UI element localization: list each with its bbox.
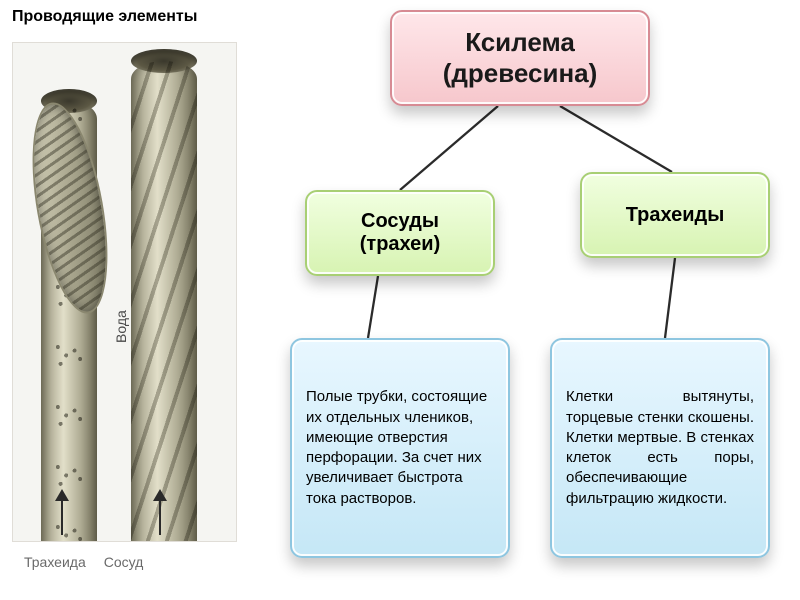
section-title: Проводящие элементы bbox=[12, 8, 197, 26]
flow-arrow-right-icon bbox=[153, 483, 167, 535]
node-tracheids-label: Трахеиды bbox=[596, 204, 754, 227]
flow-arrow-left-icon bbox=[55, 483, 69, 535]
node-vessels: Сосуды (трахеи) bbox=[305, 190, 495, 276]
desc-vessels: Полые трубки, состоящие их отдельных чле… bbox=[290, 338, 510, 558]
xylem-illustration: Вода bbox=[12, 42, 237, 542]
tracheid-cutaway bbox=[21, 99, 119, 317]
caption-vessel: Сосуд bbox=[104, 554, 144, 570]
node-root-label: Ксилема (древесина) bbox=[406, 27, 634, 89]
desc-tracheids: Клетки вытянуты, торцевые стенки скошены… bbox=[550, 338, 770, 558]
node-tracheids: Трахеиды bbox=[580, 172, 770, 258]
edge-root-c2 bbox=[560, 106, 672, 172]
stage: Проводящие элементы Вода Трахеида Сосуд … bbox=[0, 0, 800, 600]
edge-root-c1 bbox=[400, 106, 498, 190]
vessel-tube bbox=[131, 61, 197, 542]
desc-tracheids-text: Клетки вытянуты, торцевые стенки скошены… bbox=[566, 387, 754, 509]
illustration-captions: Трахеида Сосуд bbox=[12, 554, 237, 570]
edge-c1-d1 bbox=[368, 276, 378, 338]
node-root: Ксилема (древесина) bbox=[390, 10, 650, 106]
node-vessels-label: Сосуды (трахеи) bbox=[321, 210, 479, 256]
water-label: Вода bbox=[113, 310, 129, 343]
desc-vessels-text: Полые трубки, состоящие их отдельных чле… bbox=[306, 387, 494, 509]
caption-tracheid: Трахеида bbox=[24, 554, 86, 570]
edge-c2-d2 bbox=[665, 258, 675, 338]
